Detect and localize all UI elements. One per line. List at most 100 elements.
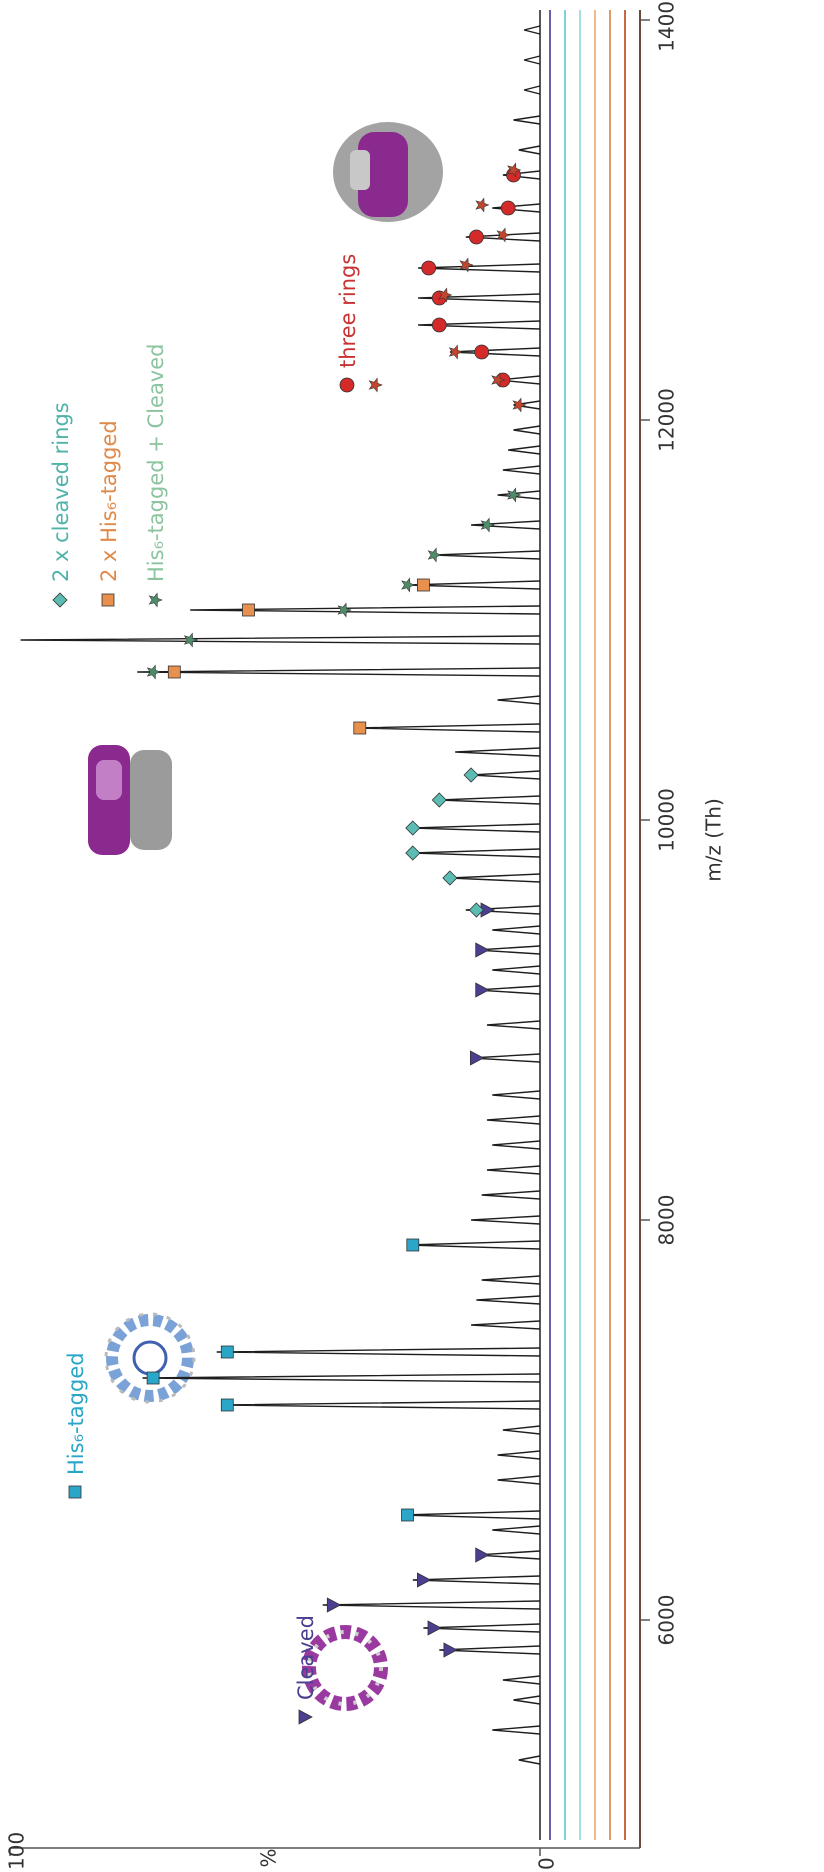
peak — [408, 1241, 541, 1249]
marker — [417, 1573, 430, 1587]
peak — [482, 1191, 540, 1199]
x-tick-label: 14000 — [655, 0, 679, 52]
peak — [519, 1756, 540, 1764]
peak — [503, 1676, 540, 1684]
peak — [487, 1166, 540, 1174]
structure-ring — [309, 1632, 381, 1704]
peak — [514, 1696, 541, 1704]
legend-symbol — [53, 593, 67, 607]
peak — [482, 1276, 540, 1284]
marker — [406, 821, 420, 835]
legend-label: His₆-tagged — [64, 1352, 88, 1475]
peak — [222, 1401, 540, 1409]
marker — [243, 604, 255, 616]
peak — [137, 668, 540, 676]
marker — [327, 1598, 340, 1612]
peak — [450, 874, 540, 882]
structure-tagged — [106, 1314, 194, 1402]
legend-label: Cleaved — [294, 1615, 318, 1700]
peak — [492, 204, 540, 212]
legend-symbol — [340, 378, 354, 392]
peak — [492, 926, 540, 934]
peak — [519, 146, 540, 154]
x-axis-label: m/z (Th) — [702, 798, 726, 882]
peak — [434, 551, 540, 559]
y-tick-label: 0 — [535, 1857, 559, 1870]
peak — [413, 1576, 540, 1584]
marker — [470, 1051, 483, 1065]
marker — [221, 1399, 233, 1411]
marker — [417, 579, 429, 591]
marker — [185, 633, 198, 646]
legend-symbol — [149, 593, 162, 606]
peak — [498, 1476, 540, 1484]
peak — [418, 264, 540, 272]
peak — [217, 1348, 540, 1356]
marker — [354, 722, 366, 734]
peak — [514, 426, 541, 434]
peak — [492, 966, 540, 974]
structure-double — [88, 745, 172, 855]
peak — [471, 1321, 540, 1329]
peak — [476, 1296, 540, 1304]
y-axis-label: % — [257, 1848, 281, 1867]
peak — [143, 1374, 541, 1382]
marker — [475, 345, 489, 359]
peak — [508, 446, 540, 454]
peak — [524, 56, 540, 64]
peak — [471, 771, 540, 779]
peak — [487, 1116, 540, 1124]
peak — [471, 521, 540, 529]
marker — [432, 318, 446, 332]
x-tick-label: 12000 — [655, 388, 679, 452]
peak — [498, 696, 540, 704]
marker — [476, 1548, 489, 1562]
legend-symbol — [69, 1486, 81, 1498]
peak — [455, 748, 540, 756]
peak — [503, 466, 540, 474]
marker — [444, 1643, 457, 1657]
x-tick-label: 8000 — [655, 1195, 679, 1246]
peak — [492, 1141, 540, 1149]
peak — [450, 348, 540, 356]
peak — [498, 1451, 540, 1459]
peak — [413, 824, 540, 832]
peak — [514, 116, 541, 124]
peak — [355, 724, 541, 732]
peak — [402, 1511, 540, 1519]
marker — [476, 943, 489, 957]
peak — [21, 636, 540, 644]
legend-symbol — [299, 1710, 312, 1724]
marker — [422, 261, 436, 275]
peak — [323, 1601, 540, 1609]
peak — [524, 26, 540, 34]
peak — [439, 796, 540, 804]
marker — [464, 768, 478, 782]
legend-label: three rings — [336, 254, 360, 368]
y-tick-label: 100 — [5, 1832, 29, 1870]
marker — [168, 666, 180, 678]
marker — [406, 846, 420, 860]
marker — [476, 983, 489, 997]
legend-symbol — [369, 378, 382, 391]
marker — [402, 1509, 414, 1521]
legend-label: 2 x cleaved rings — [49, 402, 73, 582]
marker — [469, 230, 483, 244]
structure-triple — [333, 122, 443, 222]
marker — [407, 1239, 419, 1251]
marker — [338, 603, 351, 616]
marker — [428, 1621, 441, 1635]
marker — [432, 793, 446, 807]
marker — [481, 518, 494, 531]
legend-symbol — [102, 594, 114, 606]
peak — [503, 1426, 540, 1434]
chart: 600080001000012000140000100CleavedHis₆-t… — [0, 0, 824, 1872]
marker — [402, 578, 415, 591]
plot-area: 600080001000012000140000100CleavedHis₆-t… — [5, 0, 679, 1870]
legend-label: His₆-tagged + Cleaved — [144, 344, 168, 583]
x-tick-label: 10000 — [655, 788, 679, 852]
marker — [147, 1372, 159, 1384]
peak — [492, 1526, 540, 1534]
peak — [471, 1216, 540, 1224]
peak — [492, 1091, 540, 1099]
